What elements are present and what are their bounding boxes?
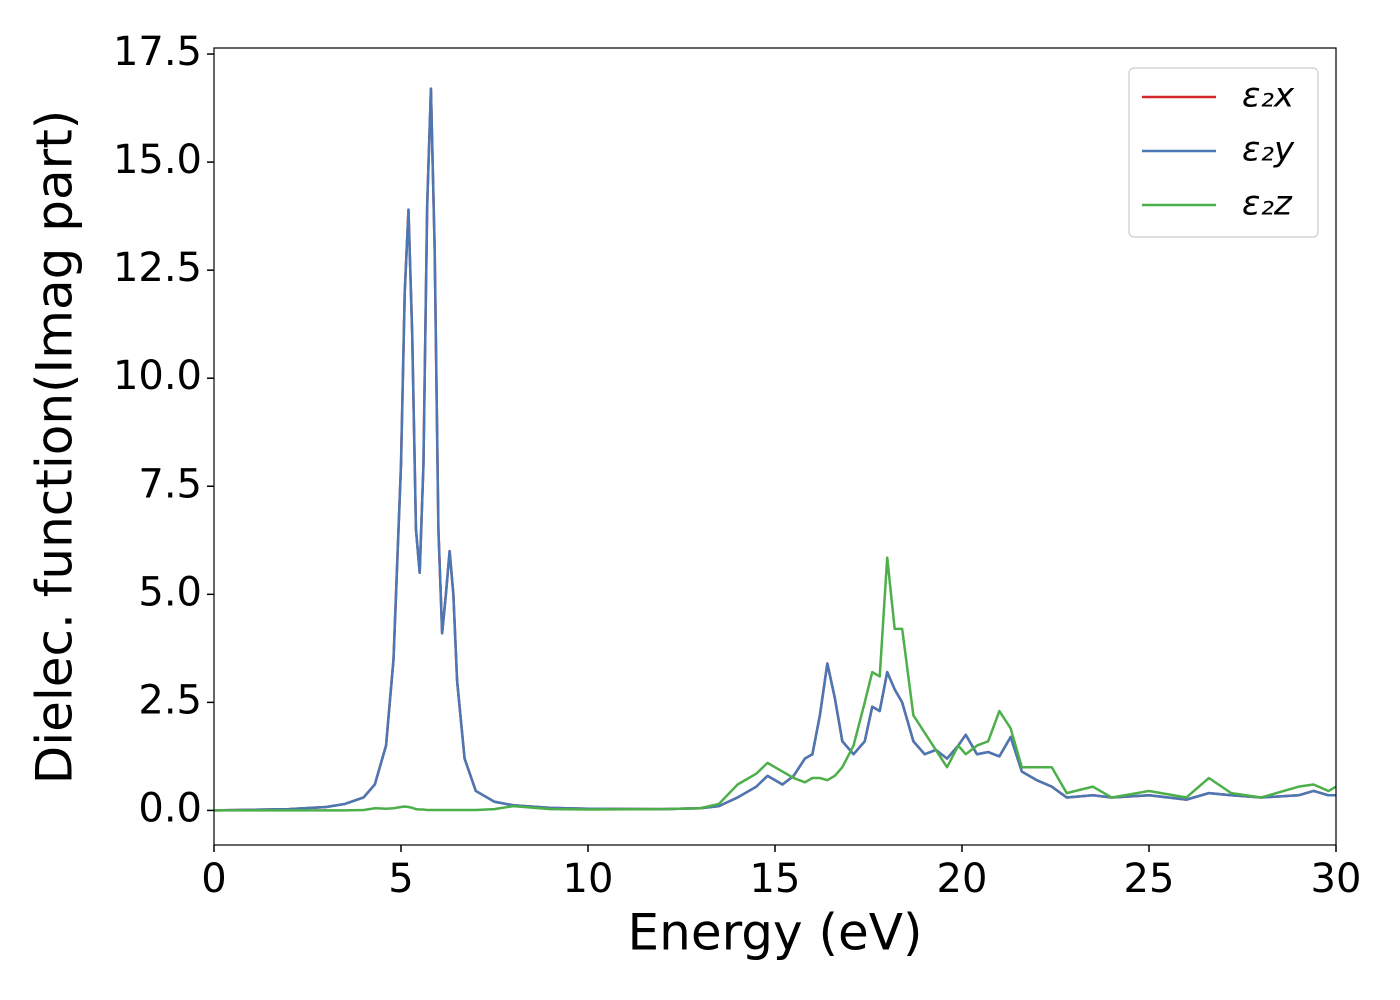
legend-label: ε₂z — [1242, 184, 1293, 224]
x-tick-label: 15 — [750, 856, 801, 902]
y-tick-label: 12.5 — [113, 245, 202, 291]
series-line — [214, 556, 1337, 812]
x-axis-label: Energy (eV) — [628, 904, 923, 962]
y-tick-label: 7.5 — [138, 461, 202, 507]
y-tick-label: 17.5 — [113, 29, 202, 75]
x-tick-label: 10 — [563, 856, 614, 902]
x-tick-label: 5 — [388, 856, 413, 902]
x-tick-label: 20 — [937, 856, 988, 902]
legend-label: ε₂x — [1242, 76, 1295, 116]
y-tick-label: 0.0 — [138, 785, 202, 831]
x-tick-label: 25 — [1124, 856, 1175, 902]
x-tick-label: 30 — [1311, 856, 1362, 902]
y-tick-label: 2.5 — [138, 677, 202, 723]
y-axis-label: Dielec. function(Imag part) — [26, 110, 84, 785]
x-tick-label: 0 — [201, 856, 226, 902]
plot-frame — [213, 47, 1337, 846]
series-line — [213, 87, 1336, 812]
y-tick-label: 5.0 — [138, 569, 202, 615]
y-tick-label: 10.0 — [113, 353, 202, 399]
legend-label: ε₂y — [1242, 130, 1295, 170]
y-tick-label: 15.0 — [113, 137, 202, 183]
legend-box — [1128, 67, 1319, 238]
